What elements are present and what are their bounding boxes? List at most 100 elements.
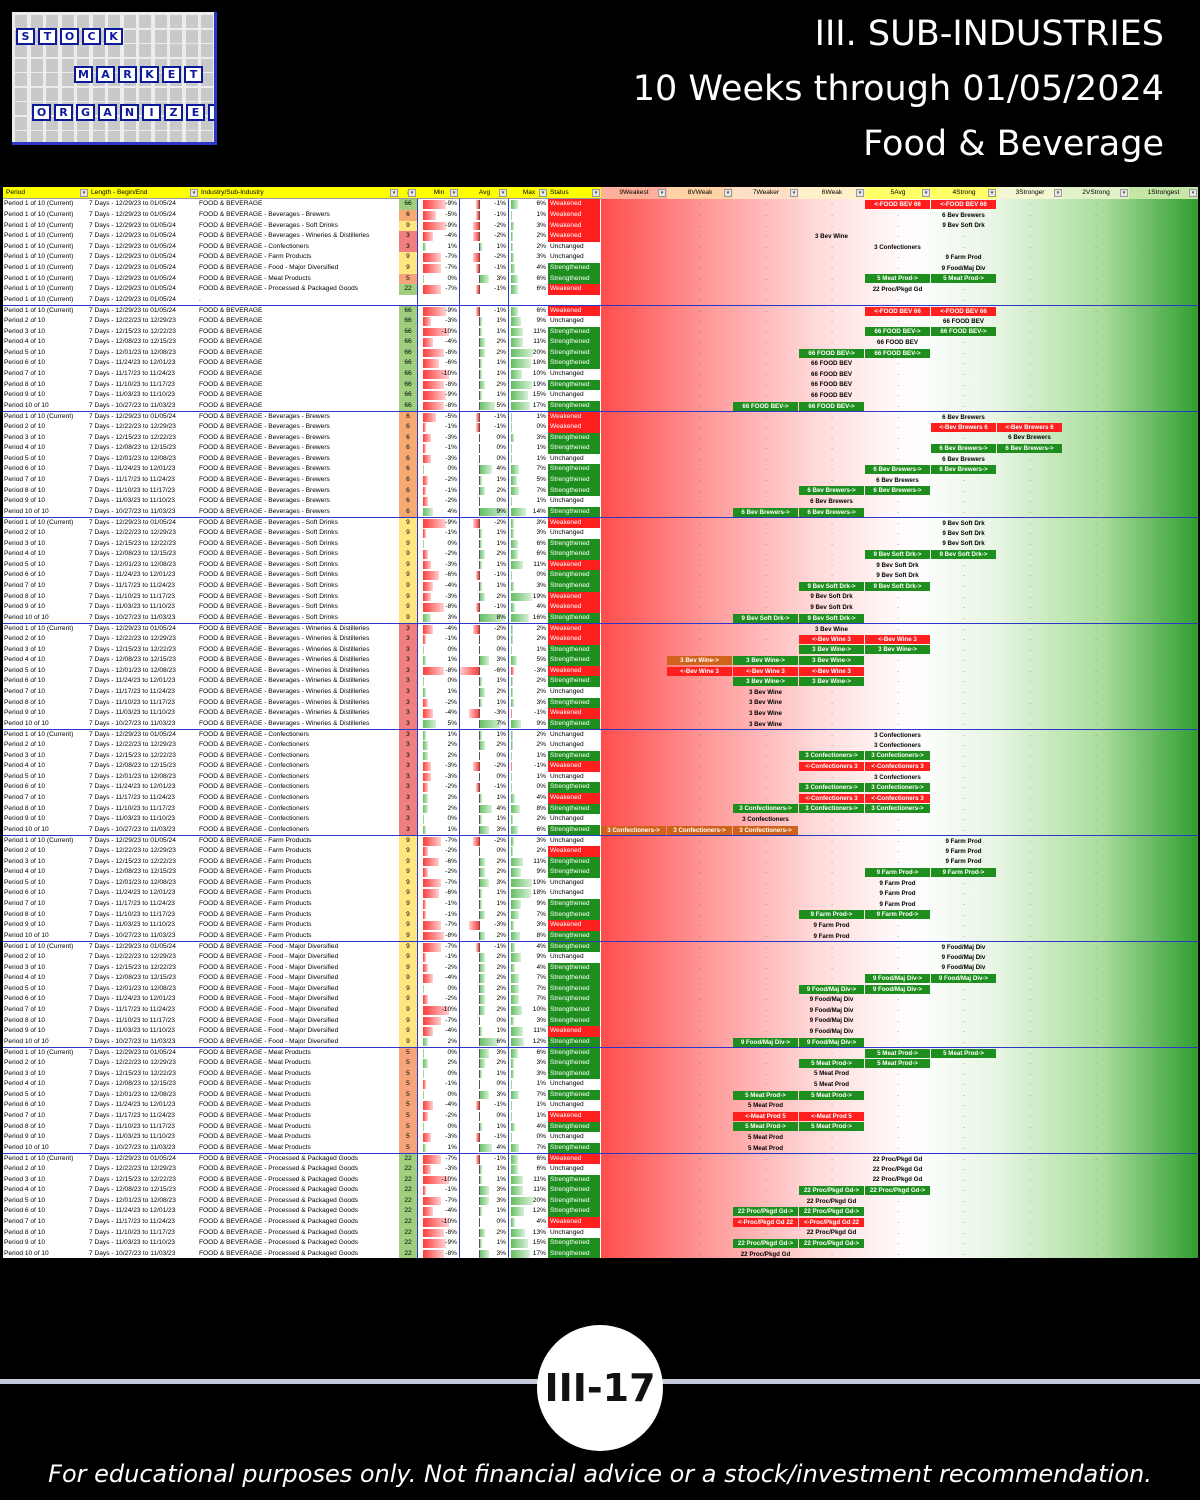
empty-strength-cell: . xyxy=(699,317,701,324)
filter-dropdown-icon[interactable]: ▾ xyxy=(922,189,930,197)
cell-max: 4% xyxy=(536,943,546,951)
column-header-status[interactable]: Status ▾ xyxy=(548,187,601,199)
avg-databar xyxy=(479,698,483,708)
strength-label: 22 Proc/Pkgd Gd xyxy=(806,1229,857,1237)
empty-strength-cell: . xyxy=(963,1155,965,1163)
cell-industry: FOOD & BEVERAGE - Confectioners xyxy=(199,242,309,250)
filter-dropdown-icon[interactable]: ▾ xyxy=(450,189,458,197)
cell-period: Period 4 of 10 xyxy=(4,1080,46,1088)
min-databar xyxy=(423,592,431,602)
cell-period: Period 7 of 10 xyxy=(4,370,46,377)
empty-strength-cell: . xyxy=(699,1249,701,1257)
empty-strength-cell: . xyxy=(633,1016,635,1024)
cell-length: 7 Days - 12/22/23 to 12/29/23 xyxy=(89,529,176,536)
max-databar xyxy=(511,1207,525,1216)
filter-dropdown-icon[interactable]: ▾ xyxy=(1054,189,1062,197)
cell-max: 1% xyxy=(536,444,546,452)
empty-strength-cell: . xyxy=(765,1080,767,1088)
cell-status: Strengthened xyxy=(548,983,600,995)
filter-dropdown-icon[interactable]: ▾ xyxy=(190,189,198,197)
column-header-6weak[interactable]: 6Weak ▾ xyxy=(799,187,865,199)
empty-strength-cell: . xyxy=(897,359,899,367)
empty-strength-cell: . xyxy=(699,931,701,939)
column-header-3stronger[interactable]: 3Stronger ▾ xyxy=(997,187,1063,199)
cell-period: Period 10 of 10 xyxy=(4,1037,49,1045)
cell-industry: FOOD & BEVERAGE xyxy=(199,348,263,356)
avg-databar xyxy=(475,943,479,952)
filter-dropdown-icon[interactable]: ▾ xyxy=(408,189,416,197)
cell-period: Period 1 of 10 (Current) xyxy=(4,274,74,282)
empty-strength-cell: . xyxy=(897,423,899,430)
table-row: Period 2 of 10 7 Days - 12/22/23 to 12/29… xyxy=(3,740,1198,751)
avg-databar xyxy=(459,666,479,676)
avg-axis xyxy=(479,582,480,591)
filter-dropdown-icon[interactable]: ▾ xyxy=(390,189,398,197)
cell-length: 7 Days - 11/10/23 to 11/17/23 xyxy=(89,1016,175,1024)
cell-min: -2% xyxy=(445,497,457,505)
column-header-1strongest[interactable]: 1Strongest ▾ xyxy=(1129,187,1198,199)
column-header-industry-sub-industry[interactable]: Industry/Sub-Industry ▾ xyxy=(199,187,399,199)
filter-dropdown-icon[interactable]: ▾ xyxy=(1189,189,1197,197)
empty-strength-cell: . xyxy=(633,317,635,324)
empty-strength-cell: . xyxy=(897,995,899,1003)
column-header-avg[interactable]: Avg ▾ xyxy=(459,187,508,199)
filter-dropdown-icon[interactable]: ▾ xyxy=(80,189,88,197)
empty-strength-cell: . xyxy=(963,741,965,748)
empty-strength-cell: . xyxy=(1161,592,1163,600)
column-header--[interactable]: #▾ xyxy=(399,187,417,199)
empty-strength-cell: . xyxy=(699,307,701,315)
column-header-min[interactable]: Min ▾ xyxy=(417,187,459,199)
empty-strength-cell: . xyxy=(699,571,701,579)
cell-status: Unchanged xyxy=(548,1132,600,1143)
column-header-8vweak[interactable]: 8VWeak ▾ xyxy=(667,187,733,199)
column-header-length-begin-end[interactable]: Length - Begin/End ▾ xyxy=(89,187,199,199)
filter-dropdown-icon[interactable]: ▾ xyxy=(658,189,666,197)
cell-status: Weakened xyxy=(548,634,600,645)
cell-count: 9 xyxy=(399,930,417,942)
strength-label: 3 Confectioners xyxy=(874,243,921,251)
table-row: Period 4 of 10 7 Days - 12/08/23 to 12/15… xyxy=(3,867,1198,878)
filter-dropdown-icon[interactable]: ▾ xyxy=(988,189,996,197)
logo-bg-cell xyxy=(15,73,27,86)
empty-strength-cell: . xyxy=(1161,413,1163,421)
empty-strength-cell: . xyxy=(1161,476,1163,483)
cell-period: Period 2 of 10 xyxy=(4,741,46,748)
column-header-7weaker[interactable]: 7Weaker ▾ xyxy=(733,187,799,199)
filter-dropdown-icon[interactable]: ▾ xyxy=(1120,189,1128,197)
column-header-period[interactable]: Period ▾ xyxy=(4,187,89,199)
strength-label: 9 Food/Maj Div xyxy=(809,996,854,1004)
logo-bg-cell xyxy=(154,87,167,101)
empty-strength-cell: . xyxy=(699,625,701,633)
filter-dropdown-icon[interactable]: ▾ xyxy=(856,189,864,197)
empty-strength-cell: . xyxy=(897,519,899,527)
cell-status: Weakened xyxy=(548,306,600,317)
cell-length: 7 Days - 10/27/23 to 11/03/23 xyxy=(89,401,176,409)
filter-dropdown-icon[interactable]: ▾ xyxy=(790,189,798,197)
column-header-4strong[interactable]: 4Strong ▾ xyxy=(931,187,997,199)
empty-strength-cell: . xyxy=(1029,889,1031,897)
logo-bg-cell xyxy=(30,15,43,28)
cell-length: 7 Days - 12/22/23 to 12/29/23 xyxy=(89,741,176,748)
column-header-2vstrong[interactable]: 2VStrong ▾ xyxy=(1063,187,1129,199)
cell-max: 11% xyxy=(533,1186,546,1194)
logo-bg-cell xyxy=(15,44,27,57)
empty-strength-cell: . xyxy=(1029,391,1031,399)
filter-dropdown-icon[interactable]: ▾ xyxy=(724,189,732,197)
empty-strength-cell: . xyxy=(831,900,833,907)
column-header-9weakest[interactable]: 9Weakest ▾ xyxy=(601,187,667,199)
cell-max: 6% xyxy=(536,539,546,547)
column-header-5avg[interactable]: 5Avg ▾ xyxy=(865,187,931,199)
filter-dropdown-icon[interactable]: ▾ xyxy=(592,189,600,197)
strength-label: 5 Meat Prod-> xyxy=(799,1058,864,1068)
avg-axis xyxy=(479,391,480,400)
column-header-max[interactable]: Max ▾ xyxy=(508,187,548,199)
strength-gradient-background xyxy=(601,199,1198,1258)
max-databar xyxy=(511,1165,518,1174)
cell-min: -8% xyxy=(445,1228,457,1236)
cell-min: -8% xyxy=(445,931,457,939)
cell-min: -1% xyxy=(445,1186,457,1194)
cell-period: Period 4 of 10 xyxy=(4,338,46,346)
empty-strength-cell: . xyxy=(699,1239,701,1247)
filter-dropdown-icon[interactable]: ▾ xyxy=(539,189,547,197)
filter-dropdown-icon[interactable]: ▾ xyxy=(499,189,507,197)
